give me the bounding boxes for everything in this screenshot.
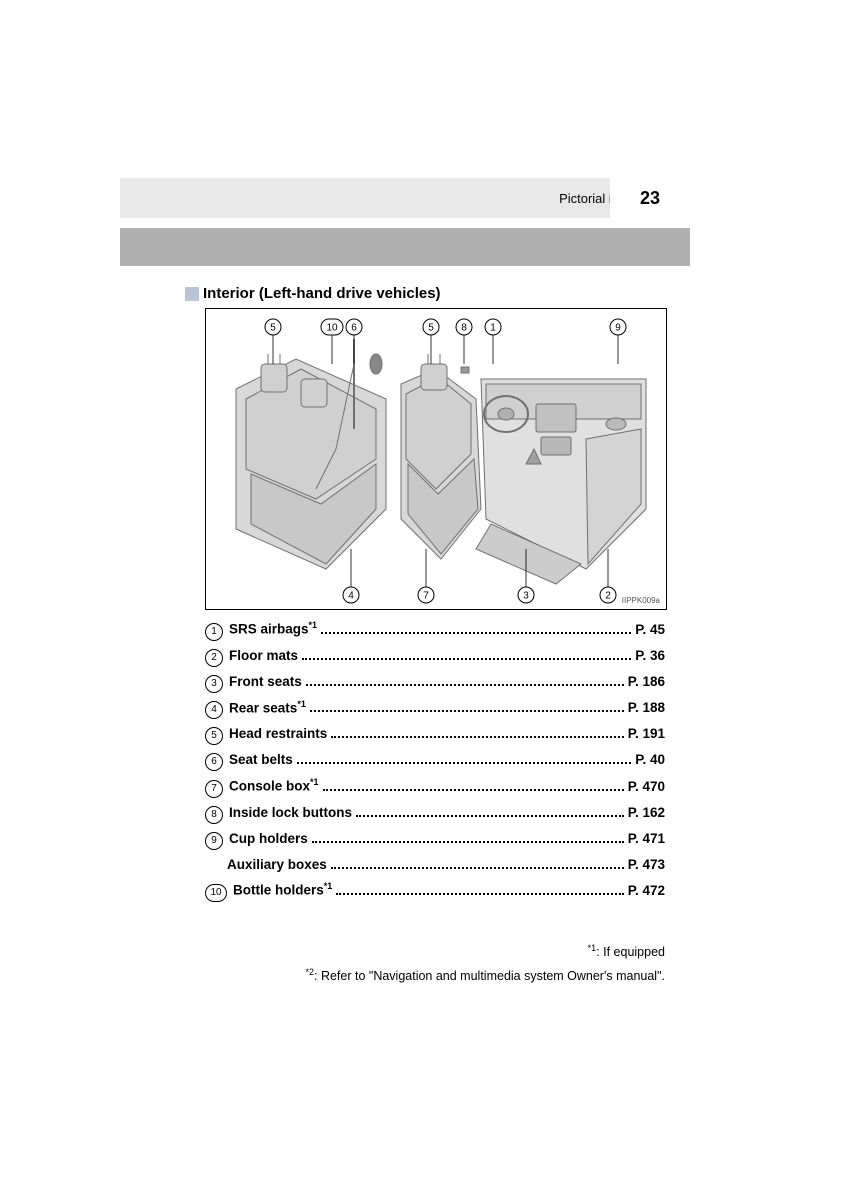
page-ref: P. 45 — [635, 619, 665, 641]
index-row: 6 Seat belts P. 40 — [205, 749, 665, 771]
leader-dots — [297, 762, 631, 764]
index-row: 4 Rear seats*1 P. 188 — [205, 697, 665, 720]
svg-text:7: 7 — [423, 591, 429, 602]
page-ref: P. 473 — [628, 854, 665, 876]
svg-text:9: 9 — [615, 323, 621, 334]
index-row: 2 Floor mats P. 36 — [205, 645, 665, 667]
header-band — [120, 228, 690, 266]
index-label: Front seats — [229, 671, 302, 693]
index-label: Floor mats — [229, 645, 298, 667]
index-row: 8 Inside lock buttons P. 162 — [205, 802, 665, 824]
page-ref: P. 162 — [628, 802, 665, 824]
svg-text:3: 3 — [523, 591, 529, 602]
footnote: *2: Refer to "Navigation and multimedia … — [205, 964, 665, 988]
index-label: SRS airbags*1 — [229, 618, 317, 640]
interior-diagram: 5 10 6 5 8 1 9 4 7 3 2 IIPPK009a — [205, 308, 667, 610]
section-title-row: Interior (Left-hand drive vehicles) — [185, 285, 441, 302]
index-row: Auxiliary boxes P. 473 — [205, 854, 665, 876]
leader-dots — [321, 632, 631, 634]
page-ref: P. 40 — [635, 749, 665, 771]
index-number-icon: 5 — [205, 727, 223, 745]
index-row: 9 Cup holders P. 471 — [205, 828, 665, 850]
svg-text:10: 10 — [326, 323, 338, 334]
leader-dots — [312, 841, 624, 843]
page-number: 23 — [640, 188, 660, 209]
diagram-code: IIPPK009a — [622, 596, 660, 605]
leader-dots — [310, 710, 624, 712]
section-title: Interior (Left-hand drive vehicles) — [203, 285, 441, 302]
index-label: Cup holders — [229, 828, 308, 850]
svg-text:5: 5 — [428, 323, 434, 334]
index-label: Rear seats*1 — [229, 697, 306, 719]
page-ref: P. 186 — [628, 671, 665, 693]
index-list: 1 SRS airbags*1 P. 45 2 Floor mats P. 36 3 Fron… — [205, 618, 665, 906]
svg-text:4: 4 — [348, 591, 354, 602]
index-number-icon: 1 — [205, 623, 223, 641]
index-label: Head restraints — [229, 723, 327, 745]
index-number-icon: 4 — [205, 701, 223, 719]
index-number-icon: 7 — [205, 780, 223, 798]
index-row: 10 Bottle holders*1 P. 472 — [205, 879, 665, 902]
leader-dots — [323, 789, 624, 791]
page-number-box: 23 — [610, 178, 690, 218]
svg-text:2: 2 — [605, 591, 611, 602]
svg-text:6: 6 — [351, 323, 357, 334]
index-row: 1 SRS airbags*1 P. 45 — [205, 618, 665, 641]
page-ref: P. 191 — [628, 723, 665, 745]
footnotes: *1: If equipped*2: Refer to "Navigation … — [205, 940, 665, 987]
footnote: *1: If equipped — [205, 940, 665, 964]
index-row: 3 Front seats P. 186 — [205, 671, 665, 693]
leader-dots — [356, 815, 624, 817]
index-number-icon: 3 — [205, 675, 223, 693]
index-label: Auxiliary boxes — [227, 854, 327, 876]
svg-text:8: 8 — [461, 323, 467, 334]
index-number-icon: 10 — [205, 884, 227, 902]
leader-dots — [331, 867, 624, 869]
page-ref: P. 471 — [628, 828, 665, 850]
leader-dots — [302, 658, 631, 660]
index-label: Seat belts — [229, 749, 293, 771]
index-row: 5 Head restraints P. 191 — [205, 723, 665, 745]
index-number-icon: 9 — [205, 832, 223, 850]
interior-svg: 5 10 6 5 8 1 9 4 7 3 2 — [206, 309, 666, 609]
page-ref: P. 188 — [628, 697, 665, 719]
header-bar: Pictorial index — [120, 178, 690, 218]
svg-text:5: 5 — [270, 323, 276, 334]
section-bullet-icon — [185, 287, 199, 301]
leader-dots — [306, 684, 624, 686]
index-label: Bottle holders*1 — [233, 879, 332, 901]
page-ref: P. 470 — [628, 776, 665, 798]
svg-text:1: 1 — [490, 323, 496, 334]
index-number-icon: 2 — [205, 649, 223, 667]
page-ref: P. 36 — [635, 645, 665, 667]
page-ref: P. 472 — [628, 880, 665, 902]
index-label: Console box*1 — [229, 775, 319, 797]
leader-dots — [336, 893, 623, 895]
index-label: Inside lock buttons — [229, 802, 352, 824]
index-row: 7 Console box*1 P. 470 — [205, 775, 665, 798]
index-number-icon: 8 — [205, 806, 223, 824]
leader-dots — [331, 736, 623, 738]
index-number-icon: 6 — [205, 753, 223, 771]
